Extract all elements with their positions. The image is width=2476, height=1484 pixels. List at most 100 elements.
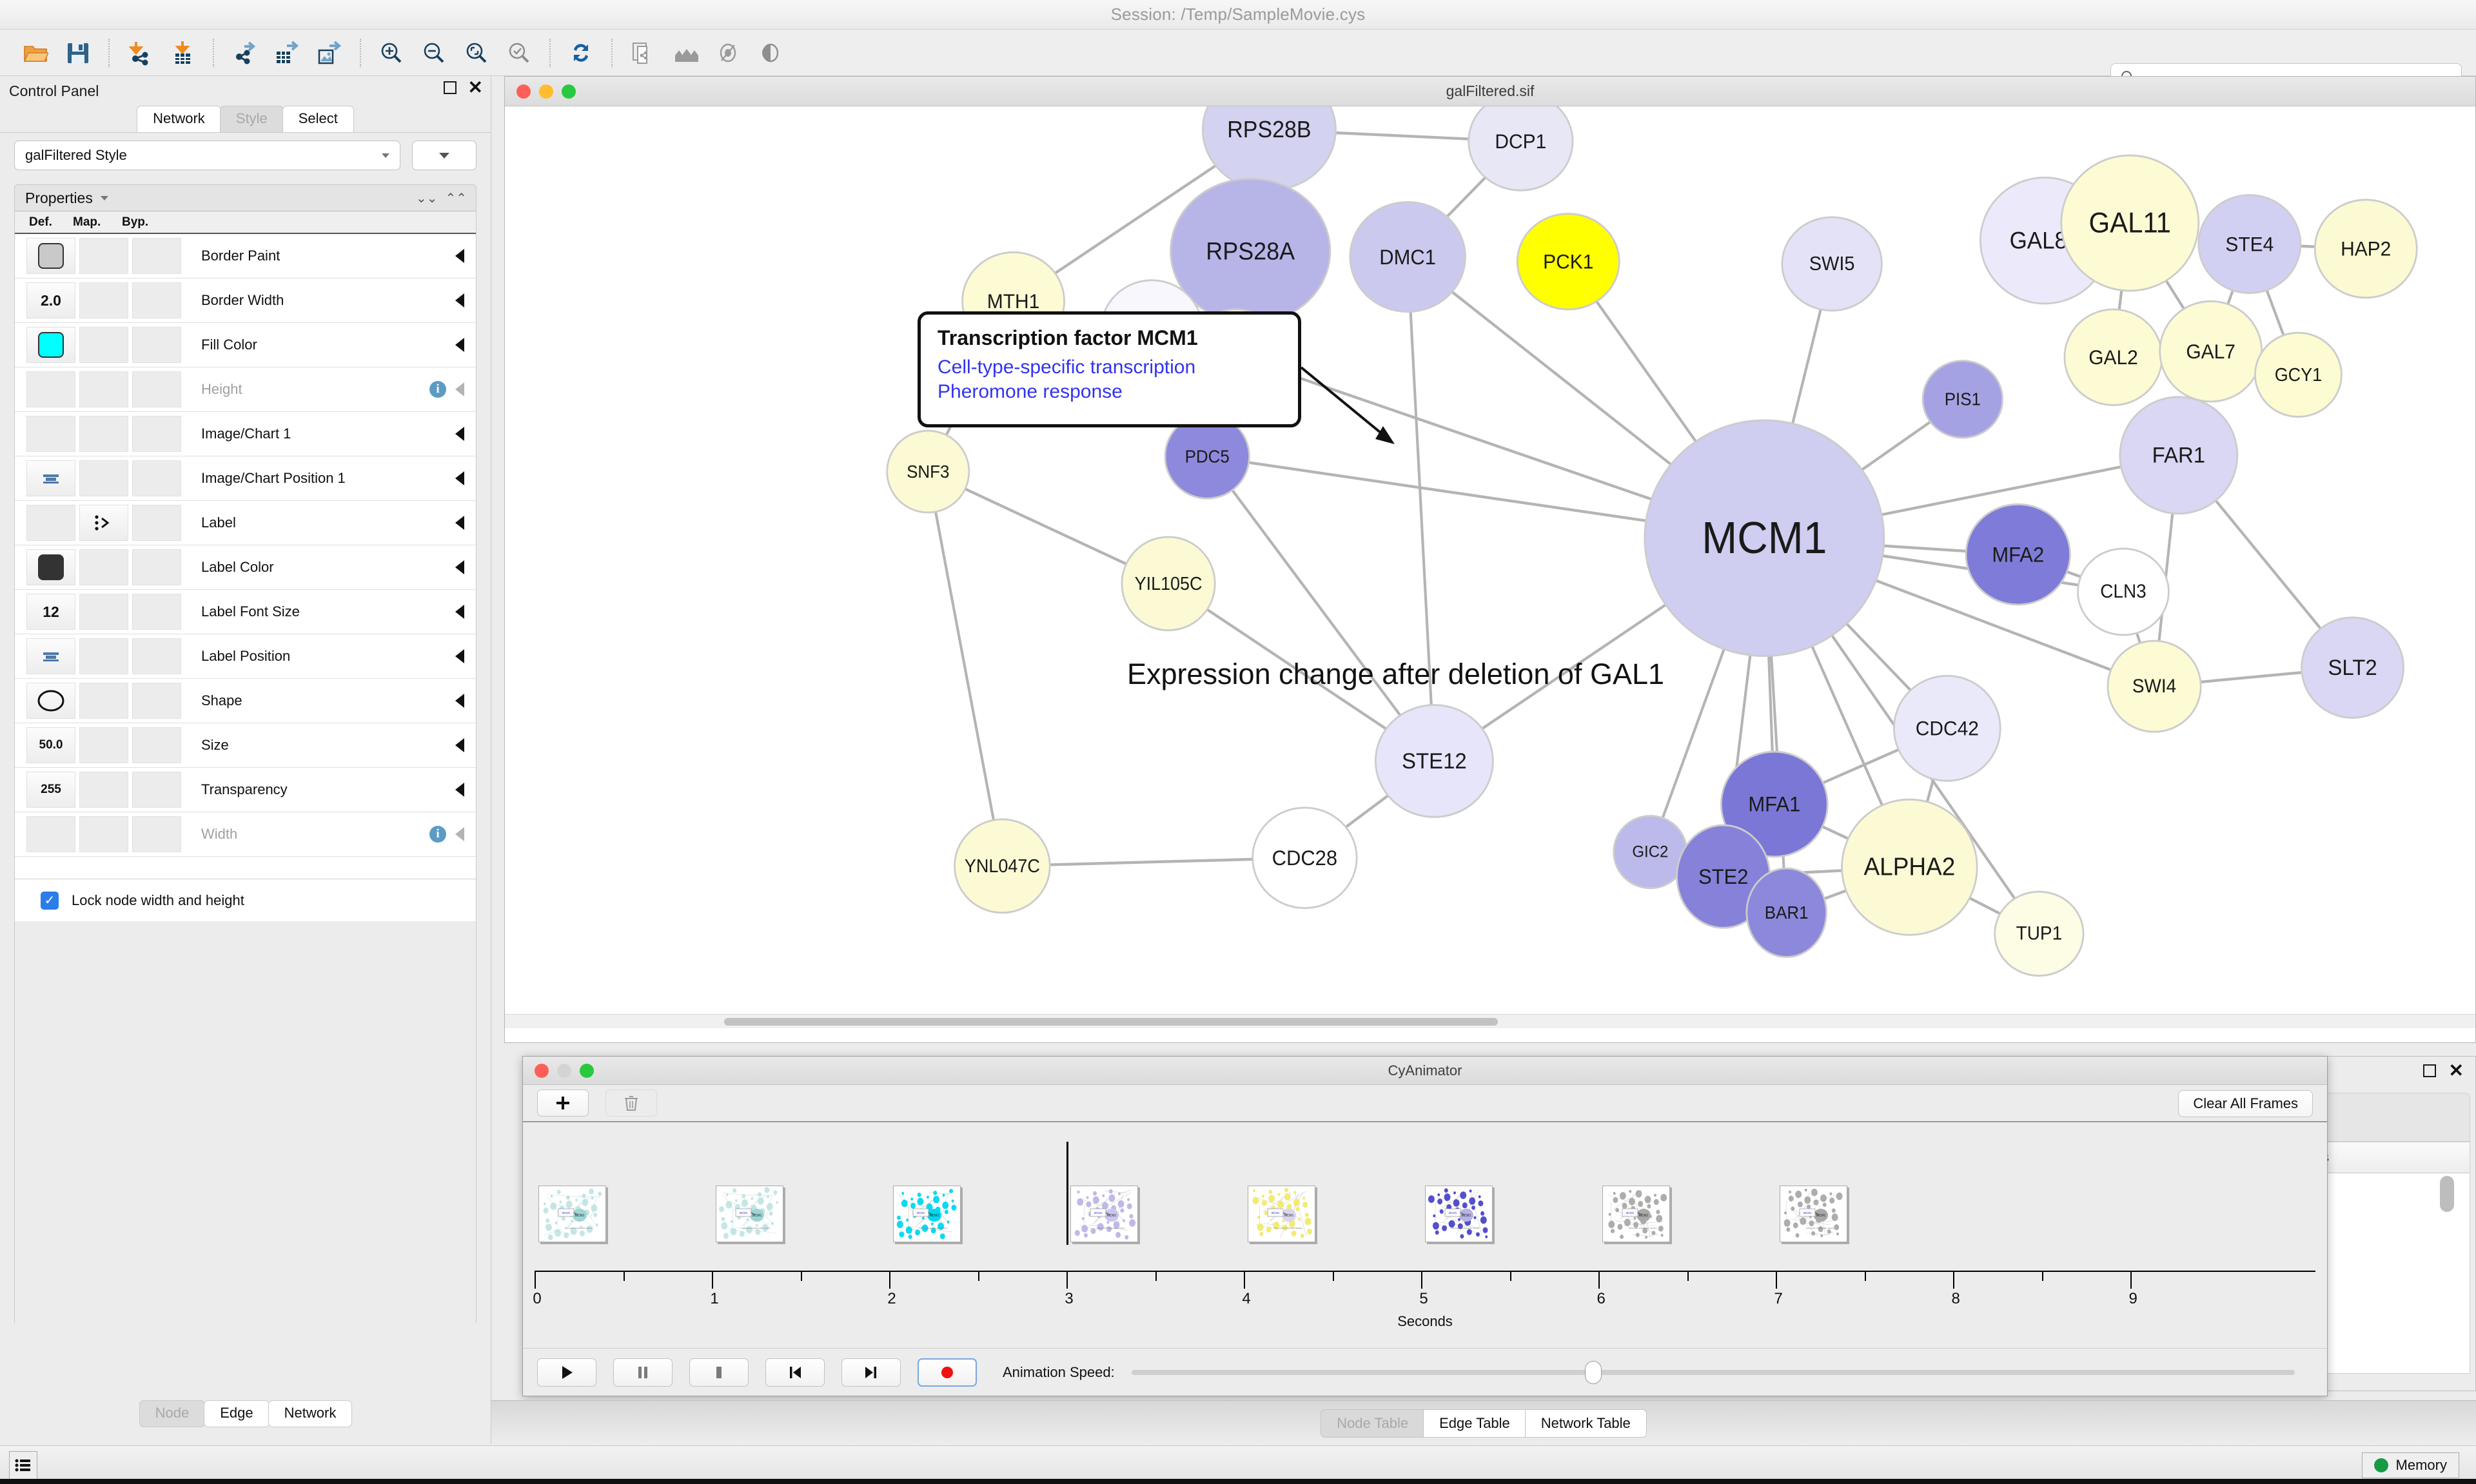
network-node[interactable]: MCM1 (1644, 419, 1885, 658)
style-combo[interactable]: galFiltered Style (14, 141, 400, 170)
property-default-cell[interactable]: 50.0 (26, 727, 75, 763)
clear-all-frames-button[interactable]: Clear All Frames (2178, 1090, 2313, 1117)
timeline-frame[interactable]: MCM1 MCM1 Expression change after deletion (1425, 1186, 1493, 1242)
stop-button[interactable] (689, 1358, 749, 1387)
close-icon[interactable]: ✕ (467, 77, 483, 97)
network-node[interactable]: GAL2 (2063, 308, 2163, 406)
annotation-callout[interactable]: Transcription factor MCM1 Cell-type-spec… (918, 311, 1301, 427)
step-back-button[interactable] (765, 1358, 825, 1387)
timeline-frame[interactable]: MCM1 MCM1 Expression change after deletion (1780, 1186, 1848, 1242)
property-default-cell[interactable] (26, 416, 75, 452)
property-row[interactable]: Image/Chart Position 1 (15, 456, 476, 501)
expand-arrow-icon[interactable] (455, 249, 464, 263)
network-node[interactable]: GAL7 (2159, 300, 2263, 403)
expand-arrow-icon[interactable] (455, 649, 464, 663)
tab-style[interactable]: Style (219, 106, 284, 132)
property-bypass-cell[interactable] (132, 727, 181, 763)
expand-arrow-icon[interactable] (455, 427, 464, 441)
fit-network-icon[interactable] (498, 34, 540, 72)
property-mapping-cell[interactable] (79, 594, 128, 630)
network-node[interactable]: TUP1 (1994, 890, 2085, 977)
chevron-down-icon[interactable] (100, 195, 108, 200)
network-node[interactable]: MFA2 (1965, 503, 2071, 606)
property-bypass-cell[interactable] (132, 327, 181, 363)
property-mapping-cell[interactable] (79, 460, 128, 496)
close-window-icon[interactable] (535, 1063, 549, 1078)
memory-status-button[interactable]: Memory (2361, 1452, 2459, 1478)
info-icon[interactable]: i (429, 826, 446, 843)
info-icon[interactable]: i (429, 381, 446, 398)
collapse-all-icon[interactable]: ⌄⌄ (415, 191, 438, 206)
expand-arrow-icon[interactable] (455, 783, 464, 797)
network-node[interactable]: SWI4 (2107, 639, 2202, 733)
property-mapping-cell[interactable] (79, 371, 128, 407)
delete-frame-button[interactable] (605, 1089, 657, 1117)
network-node[interactable]: ALPHA2 (1841, 798, 1978, 936)
scrollbar-thumb[interactable] (2440, 1176, 2454, 1212)
color-swatch[interactable] (38, 554, 64, 580)
lock-checkbox[interactable]: ✓ (41, 891, 59, 910)
property-row[interactable]: 12 Label Font Size (15, 590, 476, 634)
network-node[interactable]: YNL047C (954, 818, 1051, 914)
tab-network[interactable]: Network (137, 106, 221, 132)
expand-all-icon[interactable]: ⌃⌃ (445, 191, 467, 206)
property-row[interactable]: 255 Transparency (15, 768, 476, 812)
network-node[interactable]: GAL11 (2060, 154, 2200, 292)
property-row[interactable]: Label (15, 501, 476, 545)
network-node[interactable]: YIL105C (1121, 536, 1216, 632)
property-bypass-cell[interactable] (132, 594, 181, 630)
property-mapping-cell[interactable] (79, 727, 128, 763)
export-network-icon[interactable] (223, 34, 266, 72)
network-horizontal-scrollbar[interactable] (505, 1014, 2475, 1028)
network-edge[interactable] (927, 471, 1004, 866)
play-button[interactable] (537, 1358, 596, 1387)
network-edge[interactable] (1206, 455, 1436, 762)
network-node[interactable]: GIC2 (1613, 815, 1688, 890)
property-row[interactable]: Fill Color (15, 323, 476, 367)
expand-arrow-icon[interactable] (455, 516, 464, 530)
show-all-icon[interactable] (749, 34, 792, 72)
network-node[interactable]: SLT2 (2301, 616, 2404, 719)
timeline-playhead[interactable] (1066, 1142, 1069, 1245)
property-default-cell[interactable] (26, 371, 75, 407)
fit-selected-icon[interactable] (455, 34, 498, 72)
network-node[interactable]: DMC1 (1349, 200, 1466, 313)
property-mapping-cell[interactable] (79, 772, 128, 808)
color-swatch[interactable] (38, 332, 64, 358)
property-default-cell[interactable] (26, 238, 75, 274)
zoom-out-icon[interactable] (413, 34, 455, 72)
close-window-icon[interactable] (516, 84, 531, 99)
property-default-cell[interactable]: 2.0 (26, 282, 75, 318)
minimize-window-icon[interactable] (539, 84, 553, 99)
network-node[interactable]: GCY1 (2254, 331, 2343, 418)
property-default-cell[interactable]: 255 (26, 772, 75, 808)
import-network-icon[interactable] (119, 34, 161, 72)
network-node[interactable]: SNF3 (886, 429, 970, 514)
property-row[interactable]: Height i (15, 367, 476, 412)
property-bypass-cell[interactable] (132, 683, 181, 719)
refresh-icon[interactable] (560, 34, 602, 72)
style-options-button[interactable] (412, 141, 477, 170)
property-bypass-cell[interactable] (132, 549, 181, 585)
record-button[interactable] (918, 1358, 977, 1387)
property-row[interactable]: Border Paint (15, 234, 476, 278)
restore-icon[interactable] (2422, 1064, 2436, 1077)
expand-arrow-icon[interactable] (455, 827, 464, 841)
property-mapping-cell[interactable] (79, 505, 128, 541)
export-table-icon[interactable] (266, 34, 308, 72)
expand-arrow-icon[interactable] (455, 293, 464, 308)
color-swatch[interactable] (38, 243, 64, 269)
network-node[interactable]: MFA1 (1720, 750, 1829, 858)
network-node[interactable]: SWI5 (1781, 216, 1883, 312)
timeline-frame[interactable]: MCM1 MCM1 Expression change after deletion (1602, 1186, 1671, 1242)
property-mapping-cell[interactable] (79, 683, 128, 719)
property-row[interactable]: 2.0 Border Width (15, 278, 476, 323)
destroy-network-icon[interactable] (664, 34, 707, 72)
tab-edge[interactable]: Edge (204, 1400, 270, 1427)
property-mapping-cell[interactable] (79, 816, 128, 852)
property-default-cell[interactable] (26, 549, 75, 585)
property-bypass-cell[interactable] (132, 282, 181, 318)
property-bypass-cell[interactable] (132, 238, 181, 274)
network-node[interactable]: BAR1 (1745, 867, 1827, 959)
tab-select[interactable]: Select (282, 106, 354, 132)
